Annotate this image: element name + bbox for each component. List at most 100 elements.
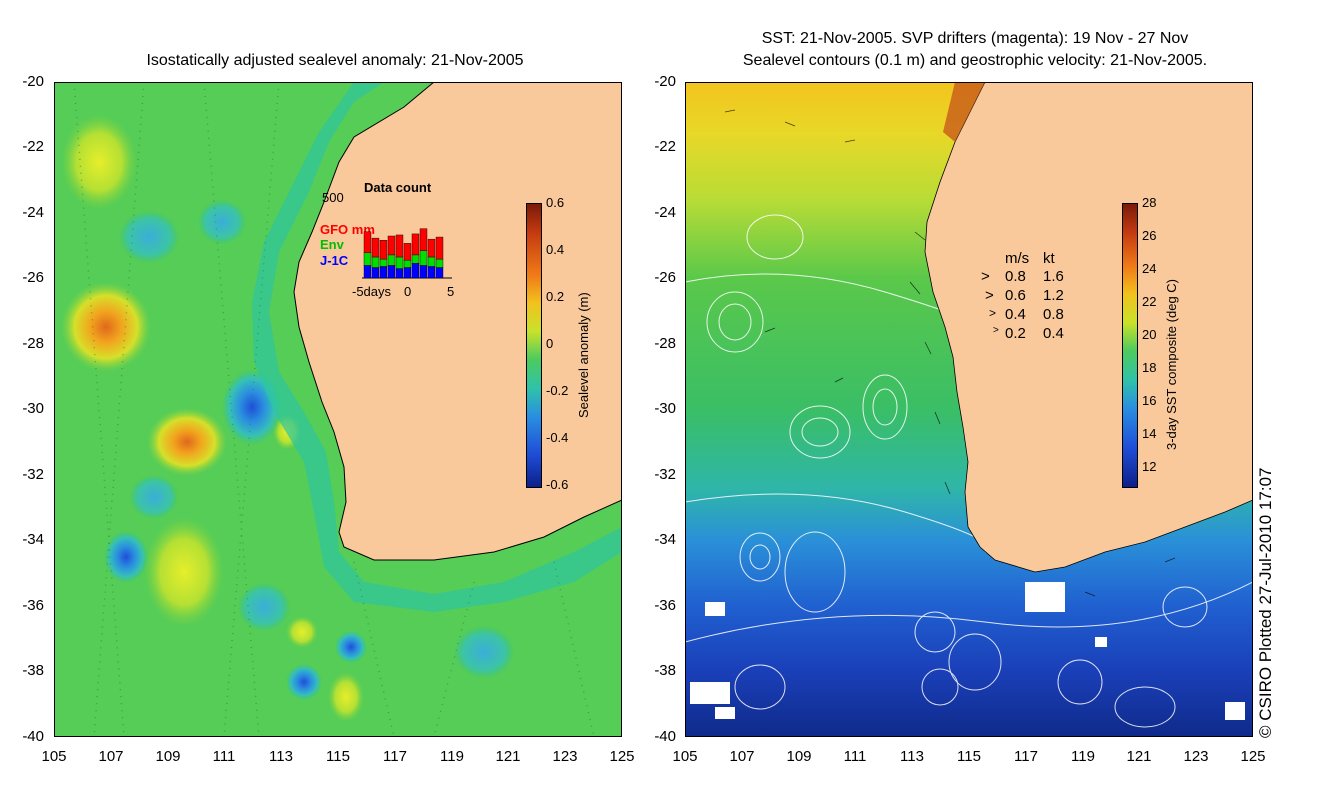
x-tick: 115 [326,748,350,765]
sst-tick: 16 [1142,393,1157,408]
velocity-legend-arrow-icon: > [981,268,990,285]
x-tick: 123 [1183,748,1209,765]
x-tick: 125 [609,748,635,765]
y-tick: -38 [654,662,676,679]
velocity-legend-kt: 0.8 [1043,306,1064,323]
sealevel-tick: 0.2 [546,289,565,304]
x-tick: 105 [41,748,67,765]
sealevel-tick: 0 [546,336,554,351]
inset-bar-env [435,258,444,268]
inset-bar-env [371,256,380,268]
y-tick: -22 [22,138,44,155]
y-tick: -36 [22,597,44,614]
x-tick: 119 [440,748,464,765]
inset-bar-gfo [427,238,436,258]
y-tick: -30 [654,400,676,417]
x-tick: 105 [672,748,698,765]
sealevel-tick: -0.6 [546,477,569,492]
x-tick: 125 [1240,748,1266,765]
inset-bar-gfo [411,233,420,256]
y-tick: -28 [22,335,44,352]
y-tick: -26 [654,269,676,286]
inset-bar-gfo [387,235,396,256]
right-map-title-line2: Sealevel contours (0.1 m) and geostrophi… [742,52,1208,69]
sst-colorbar-label: 3-day SST composite (deg C) [1164,279,1179,450]
sst-tick: 22 [1142,294,1157,309]
inset-bar-j1 [363,265,372,279]
inset-bar-j1 [387,265,396,279]
velocity-legend-header-kt: kt [1043,250,1055,267]
left-map-title: Isostatically adjusted sealevel anomaly:… [146,52,524,69]
y-tick: -36 [654,597,676,614]
inset-bar-j1 [395,268,404,279]
inset-bar-gfo [363,231,372,253]
x-tick: 117 [1014,748,1038,765]
velocity-legend-kt: 0.4 [1043,325,1064,342]
inset-bar-gfo [395,234,404,258]
velocity-legend-ms: 0.8 [1005,268,1026,285]
velocity-legend-arrow-icon: > [993,325,999,336]
right-map-panel[interactable]: m/s kt > 0.8 1.6 > 0.6 1.2 > 0.4 0.8 > 0… [685,82,1253,737]
inset-bar-env [395,256,404,269]
x-tick: 123 [552,748,578,765]
sst-colorbar [1122,203,1138,488]
inset-bar-env [427,256,436,267]
y-tick: -26 [22,269,44,286]
y-tick: -40 [22,728,44,745]
x-tick: 115 [957,748,981,765]
y-tick: -34 [22,531,44,548]
y-tick: -32 [22,466,44,483]
y-tick: -28 [654,335,676,352]
inset-max-label: 500 [322,190,344,205]
sst-tick: 26 [1142,228,1157,243]
velocity-legend-ms: 0.2 [1005,325,1026,342]
inset-bar-env [363,252,372,266]
velocity-legend-ms: 0.4 [1005,306,1026,323]
velocity-legend-ms: 0.6 [1005,287,1026,304]
y-tick: -24 [654,204,676,221]
sst-tick: 18 [1142,360,1157,375]
sealevel-tick: -0.2 [546,383,569,398]
x-tick: 107 [729,748,755,765]
inset-xlabel-end: 5 [447,284,455,299]
inset-bar-gfo [403,243,412,261]
x-tick: 111 [212,748,236,765]
x-tick: 109 [155,748,181,765]
y-tick: -20 [654,73,676,90]
sst-tick: 14 [1142,426,1157,441]
x-tick: 121 [495,748,521,765]
velocity-legend-arrow-icon: > [985,287,994,304]
x-tick: 113 [900,748,924,765]
inset-bar-env [419,250,428,266]
y-tick: -38 [22,662,44,679]
y-tick: -34 [654,531,676,548]
inset-title: Data count [364,180,432,195]
sst-tick: 20 [1142,327,1157,342]
inset-bar-env [379,258,388,267]
x-tick: 121 [1126,748,1152,765]
inset-bar-env [403,259,412,268]
sealevel-tick: -0.4 [546,430,569,445]
x-tick: 113 [269,748,293,765]
y-tick: -40 [654,728,676,745]
inset-bar-gfo [419,228,428,251]
velocity-legend-kt: 1.6 [1043,268,1064,285]
inset-bar-j1 [379,266,388,279]
x-tick: 109 [786,748,812,765]
velocity-legend-kt: 1.2 [1043,287,1064,304]
sealevel-tick: 0.4 [546,242,565,257]
inset-bar-j1 [403,267,412,279]
sst-map [685,82,1253,737]
sealevel-tick: 0.6 [546,195,565,210]
inset-bar-gfo [435,236,444,260]
y-tick: -24 [22,204,44,221]
x-tick: 107 [98,748,124,765]
inset-bar-gfo [371,237,380,258]
sealevel-colorbar [526,203,542,488]
sst-tick: 24 [1142,261,1157,276]
y-tick: -30 [22,400,44,417]
velocity-legend-header-ms: m/s [1005,250,1030,267]
x-tick: 117 [383,748,407,765]
inset-xlabel-start: -5days [352,284,392,299]
inset-bar-env [387,254,396,266]
